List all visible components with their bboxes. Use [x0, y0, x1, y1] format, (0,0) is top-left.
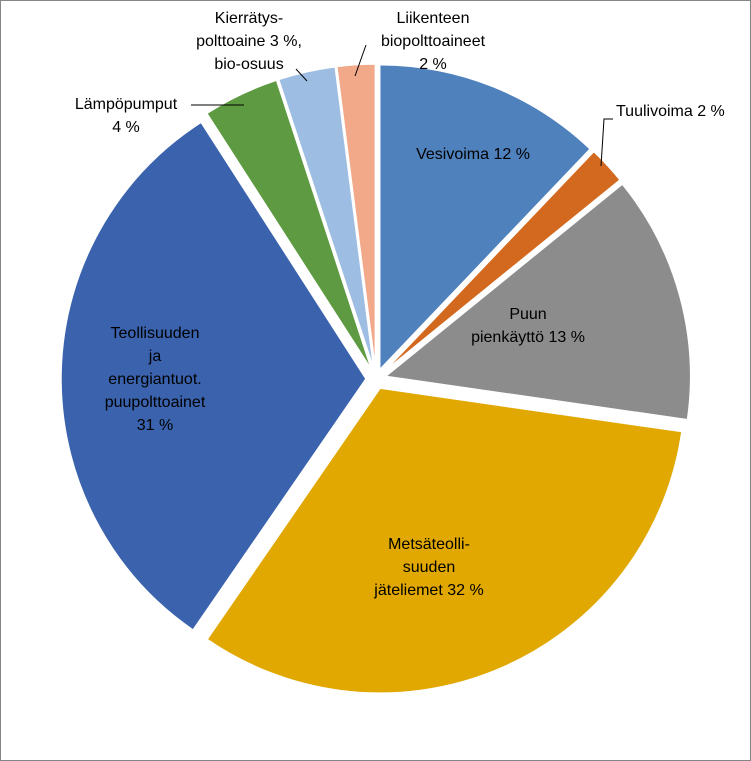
- slice-label-line: 31 %: [137, 417, 173, 434]
- slice-label-line: suuden: [403, 559, 456, 576]
- slice-label-4: Teollisuuden ja energiantuot. puupolttoaine…: [105, 325, 206, 434]
- slice-label-line: Tuulivoima 2 %: [616, 103, 725, 120]
- slice-label-2: Puun pienkäyttö 13 %: [471, 306, 585, 346]
- leader-line-1: [600, 118, 613, 167]
- pie-slice-0: [378, 63, 592, 372]
- leader-line-7: [354, 44, 367, 77]
- slice-label-0: Vesivoima 12 %: [416, 146, 530, 163]
- pie-slice-7: [335, 63, 377, 370]
- pie-slice-2: [383, 182, 692, 421]
- slice-label-line: Teollisuuden: [111, 325, 200, 342]
- slice-label-7: Liikenteen biopolttoaineet 2 %: [381, 10, 486, 73]
- slice-label-line: energiantuot.: [108, 371, 201, 388]
- slice-label-line: Vesivoima 12 %: [416, 146, 530, 163]
- slice-label-5: Lämpöpumput 4 %: [75, 96, 178, 136]
- slice-label-line: polttoaine 3 %,: [196, 33, 302, 50]
- slice-label-line: jäteliemet 32 %: [373, 582, 483, 599]
- pie-slice-1: [382, 150, 622, 373]
- slice-label-line: Puun: [509, 306, 546, 323]
- pie-slice-5: [205, 79, 373, 371]
- slice-label-line: 2 %: [419, 56, 447, 73]
- slice-label-1: Tuulivoima 2 %: [616, 103, 725, 120]
- slice-label-line: Liikenteen: [397, 10, 470, 27]
- slice-label-3: Metsäteolli-suuden jäteliemet 32 %: [373, 536, 483, 599]
- slice-label-line: puupolttoainet: [105, 394, 206, 411]
- slice-label-line: bio-osuus: [214, 56, 283, 73]
- labels-layer: Vesivoima 12 % Tuulivoima 2 % Puun pienkäyt…: [75, 10, 725, 599]
- leaders-layer: [191, 44, 613, 167]
- slice-label-6: Kierrätys-polttoaine 3 %, bio-osuus: [196, 10, 302, 73]
- slices-layer: [60, 63, 692, 694]
- slice-label-line: 4 %: [112, 119, 140, 136]
- slice-label-line: Kierrätys-: [215, 10, 283, 27]
- slice-label-line: ja: [148, 348, 162, 365]
- pie-slice-6: [277, 65, 375, 370]
- slice-label-line: Metsäteolli-: [388, 536, 470, 553]
- slice-label-line: pienkäyttö 13 %: [471, 329, 585, 346]
- pie-slice-4: [60, 121, 367, 632]
- pie-slice-3: [206, 387, 683, 694]
- leader-line-6: [295, 68, 308, 82]
- slice-label-line: Lämpöpumput: [75, 96, 178, 113]
- slice-label-line: biopolttoaineet: [381, 33, 486, 50]
